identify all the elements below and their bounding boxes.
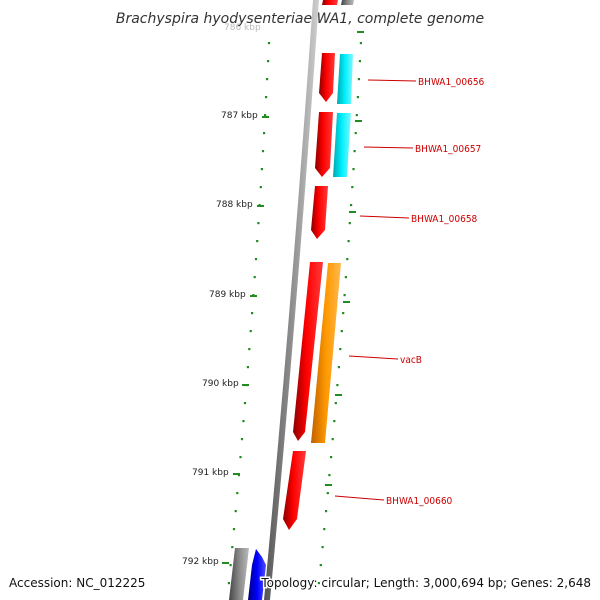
- tick-dot: [227, 582, 230, 585]
- gene-arrow-bhwa1-00656: [319, 53, 335, 102]
- tick-dot: [328, 474, 331, 477]
- tick-dot: [348, 222, 351, 225]
- tick-dot: [248, 348, 251, 351]
- tick-dot: [351, 186, 354, 189]
- tick-dot: [267, 42, 271, 45]
- tick-dot: [358, 60, 361, 63]
- rna-bar-cyan: [333, 113, 351, 177]
- tick-dot: [267, 60, 270, 63]
- tick-dot: [356, 96, 359, 99]
- feature-arrow-blue: [248, 549, 266, 600]
- gene-label-bhwa1-00660[interactable]: BHWA1_00660: [386, 496, 453, 507]
- tick-dot: [263, 132, 266, 135]
- gene-arrow-vacb: [293, 262, 323, 441]
- kbp-label: 790 kbp: [202, 379, 239, 389]
- tick-dot: [261, 150, 265, 153]
- tick-dot: [232, 528, 236, 531]
- gene-label-vacb[interactable]: vacB: [400, 355, 422, 366]
- tick-dot: [339, 348, 342, 351]
- gene-label-bhwa1-00658[interactable]: BHWA1_00658: [411, 214, 478, 225]
- tick-dot: [333, 420, 336, 423]
- tick-dot: [237, 474, 240, 477]
- tick-dot: [359, 42, 362, 45]
- tick-dot: [246, 366, 249, 369]
- tick-dot: [319, 564, 322, 567]
- tick-dot: [229, 564, 232, 567]
- tick-dot: [343, 294, 346, 297]
- tick-dot: [347, 240, 350, 243]
- tick-dot: [344, 276, 347, 279]
- kbp-label: 792 kbp: [182, 557, 219, 567]
- tick-dot: [355, 114, 358, 117]
- tick-dot: [236, 492, 239, 495]
- tick-dot: [240, 438, 244, 441]
- tick-dot: [239, 456, 242, 459]
- tick-dot: [251, 312, 254, 315]
- tick-dot: [331, 438, 334, 441]
- tick-dot: [265, 96, 268, 99]
- tick-dot: [350, 204, 353, 207]
- kbp-label-top: 786 kbp: [224, 23, 261, 33]
- topology-text: Topology: circular; Length: 3,000,694 bp…: [260, 576, 591, 590]
- map-title: Brachyspira hyodysenteriae WA1, complete…: [116, 11, 484, 27]
- kbp-label: 789 kbp: [209, 290, 246, 300]
- gene-arrow-bhwa1-00657: [315, 112, 333, 177]
- tick-dot: [352, 168, 355, 171]
- rna-bar-cyan: [337, 54, 353, 104]
- rna-bar-orange: [311, 263, 341, 443]
- kbp-label: 791 kbp: [192, 468, 229, 478]
- label-leaders: [334, 79, 417, 501]
- genome-backbone: [264, 0, 319, 600]
- tick-dot: [346, 258, 349, 261]
- kbp-label: 788 kbp: [216, 200, 253, 210]
- tick-dot: [266, 78, 269, 81]
- tick-dot: [340, 330, 343, 333]
- tick-dot: [243, 402, 247, 405]
- tick-dot: [353, 150, 356, 153]
- tick-dot: [256, 240, 259, 243]
- tick-dot: [249, 330, 252, 333]
- tick-dot: [342, 312, 345, 315]
- gene-arrow-partial: [322, 0, 338, 5]
- tick-dot: [259, 186, 262, 189]
- tick-dot: [334, 402, 337, 405]
- accession-text: Accession: NC_012225: [9, 576, 145, 590]
- tick-dot: [325, 510, 328, 513]
- gene-arrow-bhwa1-00658: [311, 186, 328, 239]
- tick-dot: [326, 492, 329, 495]
- kbp-scale: 787 kbp 788 kbp 789 kbp 790 kbp 791 kbp …: [182, 111, 269, 567]
- kbp-label: 787 kbp: [221, 111, 258, 121]
- tick-dot: [321, 546, 324, 549]
- tick-dot: [231, 546, 234, 549]
- tick-dot: [354, 132, 357, 135]
- gene-label-bhwa1-00656[interactable]: BHWA1_00656: [418, 77, 485, 88]
- tick-dot: [330, 456, 333, 459]
- tick-dot: [242, 420, 245, 423]
- tick-dot: [253, 276, 256, 279]
- tick-dot: [264, 114, 267, 117]
- gene-label-bhwa1-00657[interactable]: BHWA1_00657: [415, 144, 481, 155]
- tick-dot: [234, 510, 237, 513]
- gene-arrow-bhwa1-00660: [283, 451, 306, 530]
- gene-arrow-partial: [341, 0, 354, 5]
- tick-marks: [227, 42, 362, 585]
- tick-dot: [317, 582, 320, 585]
- tick-dot: [323, 528, 326, 531]
- feature-bar-gray: [229, 548, 249, 600]
- tick-dot: [336, 384, 339, 387]
- tick-dot: [260, 168, 263, 171]
- tick-dot: [337, 366, 340, 369]
- tick-dot: [257, 222, 260, 225]
- tick-dot: [357, 78, 360, 81]
- tick-dot: [254, 258, 258, 261]
- feature-ticks: [325, 31, 364, 486]
